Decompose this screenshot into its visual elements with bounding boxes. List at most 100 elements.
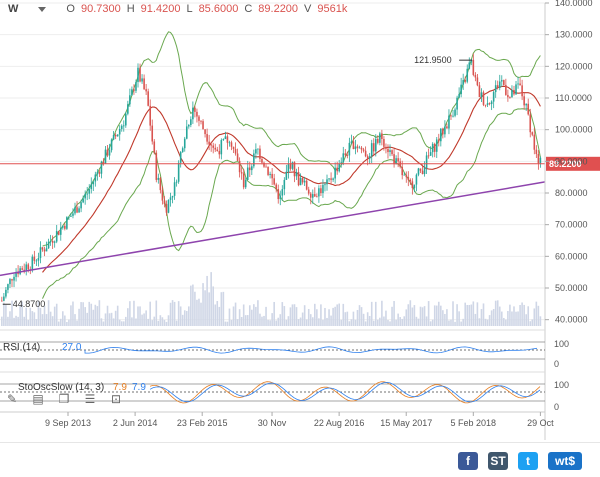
volume-bar xyxy=(100,318,103,326)
time-axis[interactable]: 9 Sep 2013 2 Jun 2014 23 Feb 2015 30 Nov 22 … xyxy=(0,411,554,428)
chevron-down-icon[interactable] xyxy=(38,6,47,12)
candle-body xyxy=(190,119,192,126)
stochastic-pane[interactable]: StoOscSlow (14, 3) 7.9 7.9 100 0 xyxy=(0,371,569,412)
brand-logo-icon[interactable]: wt$ xyxy=(548,452,582,470)
rsi-value: 27.0 xyxy=(62,342,82,353)
trendline[interactable] xyxy=(0,181,546,277)
candle-body xyxy=(35,260,38,262)
volume-bar xyxy=(5,304,7,326)
candle-body xyxy=(368,156,371,159)
candle-body xyxy=(488,103,491,105)
volume-bar xyxy=(96,306,99,326)
candle-body xyxy=(147,91,149,106)
high-value: 91.4200 xyxy=(140,3,181,15)
candle-body xyxy=(295,172,298,177)
volume-bar xyxy=(15,315,17,326)
candle-body xyxy=(96,172,99,175)
volume-bar xyxy=(431,319,434,326)
volume-bar xyxy=(399,317,401,326)
candle-body xyxy=(55,231,58,242)
volume-bar xyxy=(344,312,347,326)
volume-bar xyxy=(216,301,219,326)
volume-bar xyxy=(279,314,282,326)
support-trendline[interactable] xyxy=(0,181,546,277)
volume-bar xyxy=(90,303,93,326)
volume-bar xyxy=(393,301,395,326)
candle-body xyxy=(474,74,477,78)
candle-body xyxy=(196,111,198,117)
price-axis[interactable]: 40.0000 50.0000 60.0000 70.0000 80.0000 90.00… xyxy=(544,0,593,440)
candle-body xyxy=(13,276,15,281)
volume-bar xyxy=(29,307,32,326)
candle-body xyxy=(200,120,202,122)
candle-body xyxy=(346,155,349,156)
volume-bar xyxy=(175,320,178,326)
candle-body xyxy=(108,150,111,156)
volume-bar xyxy=(196,299,198,326)
volume-bar xyxy=(372,320,375,326)
candle-body xyxy=(283,179,286,190)
volume-bar xyxy=(505,319,507,326)
volume-bar xyxy=(257,300,259,326)
candle-body xyxy=(106,149,109,156)
candle-body xyxy=(265,166,267,168)
x-tick-label: 9 Sep 2013 xyxy=(45,418,91,428)
candle-body xyxy=(490,101,493,105)
trash-icon[interactable]: ⊡ xyxy=(110,392,122,406)
volume-bar xyxy=(437,301,440,326)
volume-bar xyxy=(535,301,538,326)
rsi-tick-0: 0 xyxy=(554,359,559,369)
volume-bar xyxy=(519,305,521,326)
volume-bars xyxy=(1,272,542,326)
candle-body xyxy=(151,125,154,142)
candle-body xyxy=(444,126,446,135)
volume-bar xyxy=(285,319,288,326)
volume-bar xyxy=(293,304,296,326)
rsi-pane[interactable]: RSI (14) 27.0 100 0 xyxy=(0,329,569,369)
candlesticks xyxy=(1,53,542,302)
settings-icon[interactable]: ☰ xyxy=(84,392,96,406)
volume-bar xyxy=(413,305,416,326)
candle-body xyxy=(177,162,180,182)
pencil-icon[interactable]: ✎ xyxy=(6,392,18,406)
candle-body xyxy=(433,143,436,152)
volume-bar xyxy=(324,307,326,326)
clipboard-icon[interactable]: ▤ xyxy=(32,392,44,406)
candle-body xyxy=(82,198,84,203)
volume-bar xyxy=(494,300,497,326)
interval-selector[interactable]: W xyxy=(8,3,19,15)
candle-body xyxy=(167,199,170,213)
stoch-tick-100: 100 xyxy=(554,380,569,390)
candle-body xyxy=(240,172,243,174)
twitter-icon[interactable]: t xyxy=(518,452,538,470)
volume-bar xyxy=(86,312,88,326)
annotation-high: 121.9500 xyxy=(414,55,452,65)
candle-body xyxy=(411,181,414,189)
volume-bar xyxy=(417,318,420,326)
candle-body xyxy=(181,148,184,153)
candle-body xyxy=(127,104,129,114)
volume-bar xyxy=(135,318,137,326)
volume-bar xyxy=(145,310,147,326)
candle-body xyxy=(57,231,60,235)
candle-body xyxy=(285,171,288,180)
candle-body xyxy=(133,89,135,91)
candle-body xyxy=(125,113,127,126)
rsi-label: RSI (14) xyxy=(3,342,40,353)
volume-bar xyxy=(72,301,74,326)
candle-body xyxy=(157,177,160,180)
volume-bar xyxy=(27,320,30,326)
close-value: 89.2200 xyxy=(258,3,299,15)
candle-body xyxy=(529,114,532,133)
volume-bar xyxy=(179,306,182,326)
copy-icon[interactable]: ❐ xyxy=(58,392,70,406)
candle-body xyxy=(169,197,172,200)
volume-bar xyxy=(352,311,355,326)
moving-average-line xyxy=(42,85,541,273)
candle-body xyxy=(224,136,227,140)
candle-body xyxy=(350,141,353,143)
volume-bar xyxy=(94,304,97,326)
facebook-icon[interactable]: f xyxy=(458,452,478,470)
stocktwits-icon[interactable]: ST xyxy=(488,452,508,470)
